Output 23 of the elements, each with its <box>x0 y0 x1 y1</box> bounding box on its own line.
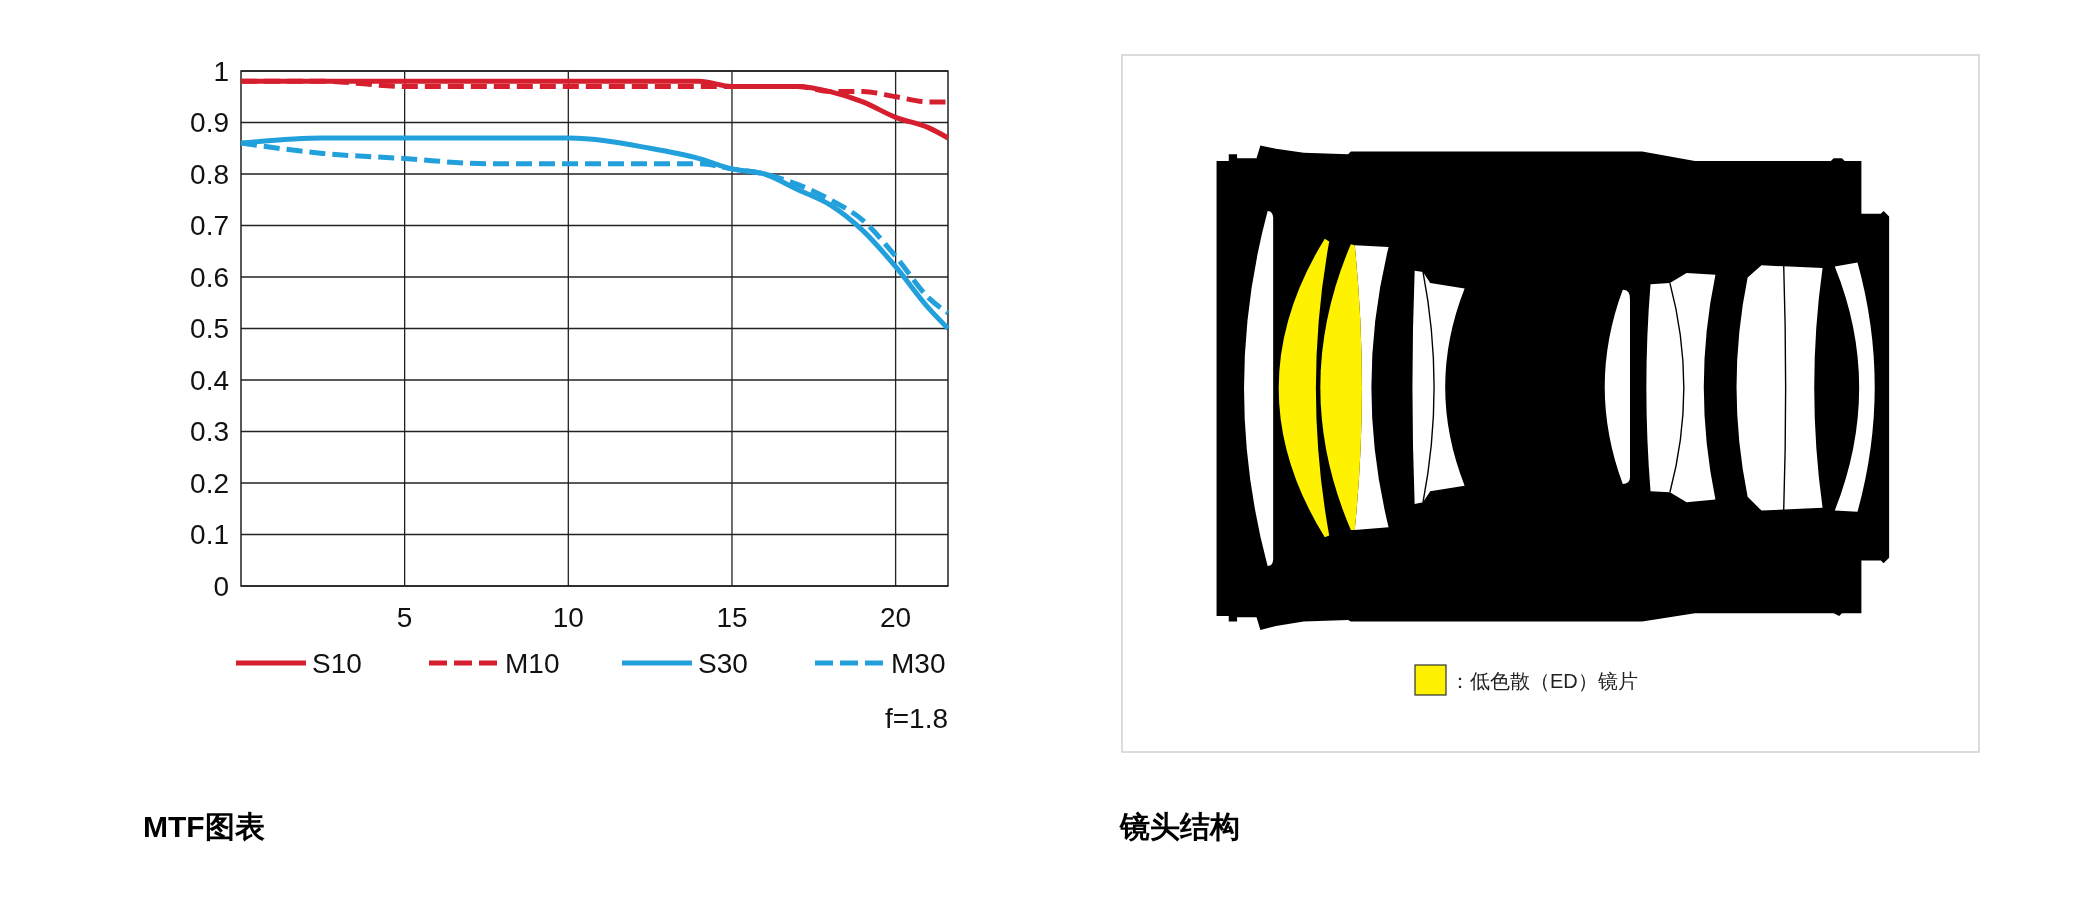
y-tick-label: 0.4 <box>190 364 229 396</box>
text: 镜头结构 <box>1119 809 1240 843</box>
text: f=1.8 <box>884 702 948 734</box>
legend-label: S30 <box>698 647 748 679</box>
legend-label: M30 <box>891 647 946 679</box>
text: MTF图表 <box>143 809 265 843</box>
y-tick-label: 0.1 <box>190 519 229 550</box>
x-tick-label: 20 <box>880 601 912 633</box>
y-tick-label: 0.8 <box>190 158 229 190</box>
text: ：低色散（ED）镜片 <box>1450 670 1638 692</box>
y-tick-label: 0.6 <box>190 261 229 293</box>
y-tick-label: 1 <box>213 55 229 87</box>
x-tick-label: 10 <box>552 601 584 633</box>
x-tick-label: 15 <box>716 601 748 633</box>
legend-label: M10 <box>505 647 560 679</box>
y-tick-label: 0.5 <box>190 313 229 344</box>
legend-label: S10 <box>312 647 362 679</box>
y-tick-label: 0 <box>213 570 229 602</box>
y-tick-label: 0.7 <box>190 210 229 241</box>
x-tick-label: 5 <box>396 601 413 633</box>
y-tick-label: 0.3 <box>190 416 229 447</box>
y-tick-label: 0.9 <box>190 107 229 138</box>
y-tick-label: 0.2 <box>190 467 229 499</box>
